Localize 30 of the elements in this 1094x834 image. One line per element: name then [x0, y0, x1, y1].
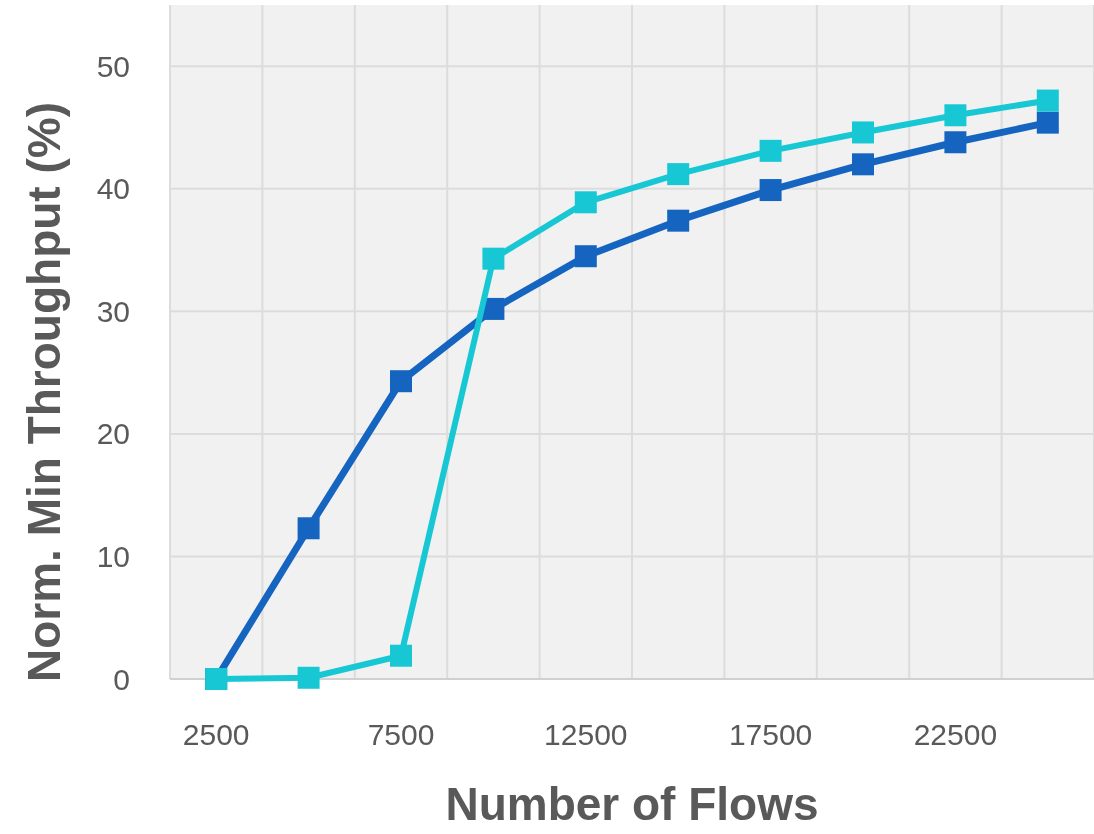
y-tick-label: 40 [96, 172, 130, 206]
x-tick-label: 17500 [728, 718, 813, 751]
point [390, 644, 412, 667]
y-tick-label: 10 [96, 539, 130, 573]
y-axis-title: Norm. Min Throughput (%) [18, 102, 70, 682]
point [852, 121, 874, 144]
point [1036, 111, 1059, 134]
point [667, 163, 690, 186]
point [297, 666, 320, 689]
point [667, 209, 690, 232]
y-tick-label: 20 [96, 417, 130, 451]
point [944, 131, 967, 154]
point [574, 191, 597, 214]
y-tick-label: 50 [96, 49, 130, 83]
point [390, 370, 412, 393]
point [759, 139, 782, 162]
point [574, 245, 597, 268]
point [1036, 89, 1059, 112]
point [852, 153, 874, 176]
y-tick-label: 30 [96, 294, 130, 328]
point [297, 517, 320, 540]
x-tick-label: 12500 [544, 718, 628, 751]
x-axis-title: Number of Flows [445, 778, 819, 830]
point [482, 247, 505, 270]
point [759, 179, 782, 202]
point [944, 104, 967, 127]
x-tick-label: 7500 [367, 718, 435, 751]
x-tick-label: 2500 [182, 718, 250, 751]
y-tick-label: 0 [113, 662, 130, 696]
x-tick-label: 22500 [913, 718, 998, 751]
